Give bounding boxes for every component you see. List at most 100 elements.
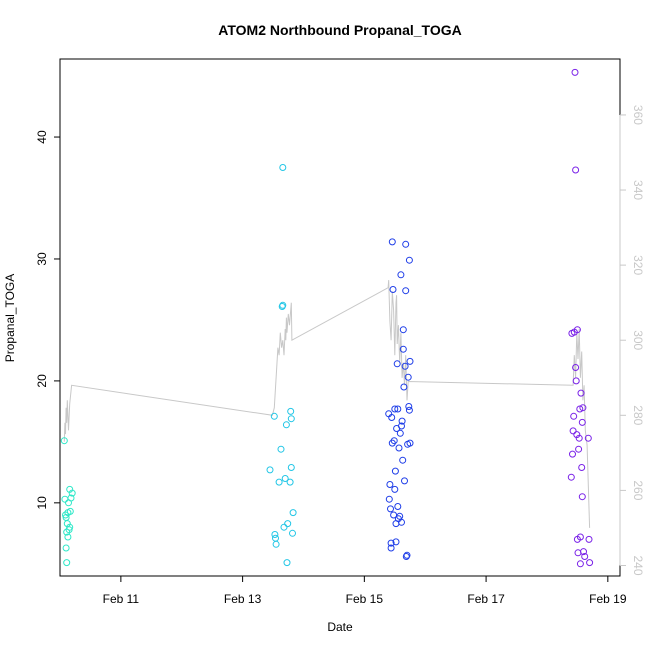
y2-tick-label: 360 [631,105,645,125]
data-point [266,466,274,474]
data-point [569,427,577,435]
data-point [573,431,581,439]
x-axis: Feb 11 Feb 13 Feb 15 Feb 17 Feb 19 [103,575,627,606]
data-point [578,493,586,501]
data-point [385,495,393,503]
data-point [398,417,406,425]
data-point [275,478,283,486]
x-tick-label: Feb 13 [224,592,262,606]
data-point [388,414,396,421]
data-point [398,518,405,526]
data-point [283,559,291,567]
data-point [66,523,74,531]
data-point [576,560,584,568]
y-tick-label: 10 [35,496,49,510]
data-point [403,551,411,559]
data-point [571,68,579,76]
data-point [579,404,587,412]
data-point [586,559,594,567]
y2-tick-label: 340 [631,180,645,200]
data-point [286,478,294,486]
data-point [63,520,71,528]
data-point [401,477,408,485]
data-point [272,534,279,542]
data-point [584,434,592,442]
data-point [389,286,397,293]
data-point [392,538,400,546]
data-point [284,520,292,528]
data-point [68,489,76,497]
y-tick-label: 20 [35,374,49,388]
data-point [393,360,401,368]
data-point [394,503,402,510]
data-point [66,507,74,515]
data-point [578,464,586,471]
secondary-line-layer [63,280,591,528]
data-point [394,405,402,413]
data-point [405,256,413,264]
y2-tick-label: 320 [631,255,645,275]
data-point [279,164,287,171]
data-point [398,422,405,430]
y2-tick-label: 260 [631,480,645,500]
data-point [581,553,589,560]
data-point [404,373,412,381]
data-point [575,445,583,453]
data-point [396,429,404,437]
data-point [570,412,578,420]
data-point [277,445,285,453]
data-point [399,345,407,353]
data-point [572,377,580,385]
data-point [406,357,414,365]
data-point [272,540,280,548]
data-point [282,421,290,429]
y-axis-right: 240 260 280 300 320 340 360 [619,105,645,576]
data-point [575,434,583,442]
data-point [289,529,296,537]
data-point [62,544,70,552]
data-point [281,475,289,482]
data-point [271,531,279,538]
data-point [391,405,399,413]
data-point [578,418,586,426]
data-point [399,326,407,334]
data-point [387,539,395,547]
data-point [390,437,398,445]
data-point [287,415,295,423]
data-point [280,523,288,531]
data-point [401,362,409,370]
y-axis-label: Propanal_TOGA [3,274,17,363]
data-point [567,473,575,481]
data-point [405,406,413,414]
data-point [391,485,399,493]
y-tick-label: 40 [35,130,49,144]
x-tick-label: Feb 19 [589,592,627,606]
x-tick-label: Feb 15 [346,592,384,606]
data-point [388,238,396,246]
data-point [395,444,403,452]
data-point [67,494,75,502]
data-point [576,405,584,413]
data-point [287,464,295,471]
data-point [63,528,71,536]
data-point [63,559,71,567]
plot-area-frame [59,58,621,577]
points-layer [60,68,594,568]
data-point [580,548,587,556]
data-point [406,439,414,447]
y-axis-left: 10 20 30 40 [35,130,61,510]
secondary-series-line [63,280,591,528]
data-point [402,287,410,295]
x-tick-label: Feb 11 [103,592,140,606]
data-point [399,456,407,464]
data-point [574,549,582,557]
x-axis-label: Date [327,620,353,634]
data-point [289,509,297,517]
data-point [576,533,584,541]
data-point [577,389,585,397]
data-point [387,544,395,552]
data-point [585,535,593,543]
data-point [279,301,287,309]
data-point [405,403,413,410]
